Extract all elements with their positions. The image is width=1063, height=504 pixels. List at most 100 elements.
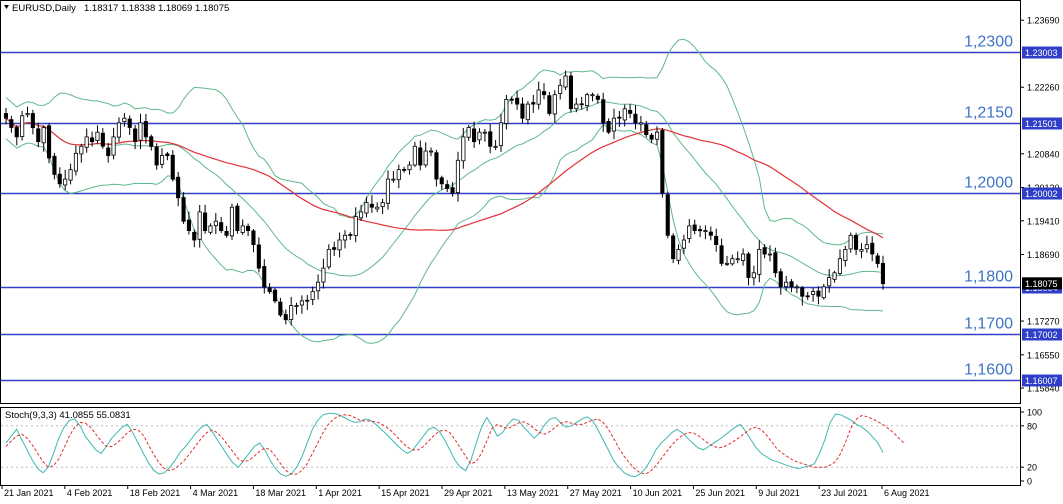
level-tag-text: 1.21501 xyxy=(1025,119,1058,129)
candle-body xyxy=(305,299,310,302)
candle-body xyxy=(138,122,143,141)
level-tag xyxy=(1022,187,1062,200)
candle-body xyxy=(601,99,606,124)
candle-body xyxy=(536,89,541,105)
candle-body xyxy=(611,117,616,132)
candle-body xyxy=(531,102,536,105)
candle-body xyxy=(751,272,756,279)
candle-body xyxy=(111,136,116,156)
candle-body xyxy=(590,94,595,97)
candle-body xyxy=(455,159,460,194)
time-tick-label: 4 Mar 2021 xyxy=(193,488,239,498)
candle-body xyxy=(245,225,251,232)
time-tick-label: 18 Mar 2021 xyxy=(255,488,306,498)
candle-body xyxy=(708,231,713,236)
candle-body xyxy=(36,128,41,143)
candle-body xyxy=(811,291,816,295)
candle-body xyxy=(348,234,353,236)
candle-body xyxy=(773,252,778,274)
candle-body xyxy=(63,178,68,186)
candle-body xyxy=(574,103,579,110)
candle-body xyxy=(95,131,100,141)
level-tag xyxy=(1022,374,1062,387)
candle-body xyxy=(342,234,347,241)
candle-body xyxy=(412,145,417,166)
candle-body xyxy=(181,197,186,222)
candle-body xyxy=(741,253,746,261)
candle-body xyxy=(520,103,525,119)
candle-body xyxy=(192,231,197,241)
candle-body xyxy=(289,305,294,320)
current-price-text: 1.18075 xyxy=(1025,279,1058,289)
candle-body xyxy=(837,258,842,274)
candle-body xyxy=(870,242,875,255)
candle-body xyxy=(57,173,62,185)
candle-body xyxy=(563,75,568,88)
candle-body xyxy=(595,95,600,100)
candle-body xyxy=(73,152,79,172)
stochastic-lines xyxy=(1,412,1020,478)
candle-body xyxy=(127,118,132,128)
candle-body xyxy=(784,281,789,288)
time-tick-label: 29 Apr 2021 xyxy=(444,488,493,498)
candle-body xyxy=(310,291,315,300)
candle-body xyxy=(170,154,175,180)
chart-ohlc: 1.18317 1.18338 1.18069 1.18075 xyxy=(84,3,229,14)
candle-body xyxy=(321,267,326,283)
candle-body xyxy=(794,286,799,289)
time-tick-label: 18 Feb 2021 xyxy=(130,488,181,498)
level-tag xyxy=(1022,46,1062,59)
candle-body xyxy=(622,108,627,121)
candle-body xyxy=(52,155,57,175)
candle-body xyxy=(256,244,261,269)
time-axis: 21 Jan 2021 4 Feb 2021 18 Feb 2021 4 Mar 20… xyxy=(1,485,930,498)
candle-body xyxy=(692,224,697,231)
candle-body xyxy=(283,314,288,321)
level-label: 1,1700 xyxy=(964,316,1013,333)
candle-body xyxy=(90,137,95,142)
candle-body xyxy=(100,132,105,147)
time-tick-label: 23 Jul 2021 xyxy=(821,488,868,498)
candle-body xyxy=(649,134,654,140)
candle-body xyxy=(84,136,89,148)
candle-body xyxy=(9,119,14,128)
candle-body xyxy=(224,230,229,236)
candle-body xyxy=(547,95,552,114)
candle-body xyxy=(133,128,138,142)
candle-body xyxy=(757,248,762,275)
level-tag-text: 1.20002 xyxy=(1025,189,1058,199)
level-tag-text: 1.23003 xyxy=(1025,48,1058,58)
candle-body xyxy=(380,202,385,207)
indicator-tick-label: 20 xyxy=(1027,463,1037,473)
candle-body xyxy=(20,115,25,138)
candle-body xyxy=(832,272,837,280)
candle-body xyxy=(498,122,503,146)
candle-body xyxy=(272,289,278,302)
candle-body xyxy=(240,225,245,233)
level-label: 1,1600 xyxy=(964,362,1013,379)
candle-body xyxy=(219,222,224,232)
time-tick-label: 21 Jan 2021 xyxy=(4,488,54,498)
level-label: 1,2300 xyxy=(964,34,1013,51)
price-tick-label: 1.19410 xyxy=(1027,216,1060,226)
candle-body xyxy=(208,225,213,233)
candle-body xyxy=(552,94,557,115)
horizontal-levels: 1,2300 1,2150 1,2000 1,1800 1,1700 1,1600 xyxy=(1,34,1020,382)
stoch-signal-line xyxy=(5,414,905,475)
candle-body xyxy=(542,91,547,96)
candle-body xyxy=(671,235,676,260)
level-label: 1,2000 xyxy=(964,175,1013,192)
candle-body xyxy=(461,136,466,162)
indicator-tick-label: 100 xyxy=(1027,408,1042,418)
candle-body xyxy=(778,271,783,288)
candle-body xyxy=(482,131,487,134)
time-tick-label: 1 Apr 2021 xyxy=(318,488,362,498)
candle-body xyxy=(644,124,649,135)
candle-body xyxy=(687,225,692,239)
chevron-down-icon[interactable] xyxy=(4,5,9,9)
candle-body xyxy=(445,184,450,189)
price-tick-label: 1.15840 xyxy=(1027,384,1060,394)
candle-body xyxy=(122,117,127,122)
candle-body xyxy=(396,169,401,181)
